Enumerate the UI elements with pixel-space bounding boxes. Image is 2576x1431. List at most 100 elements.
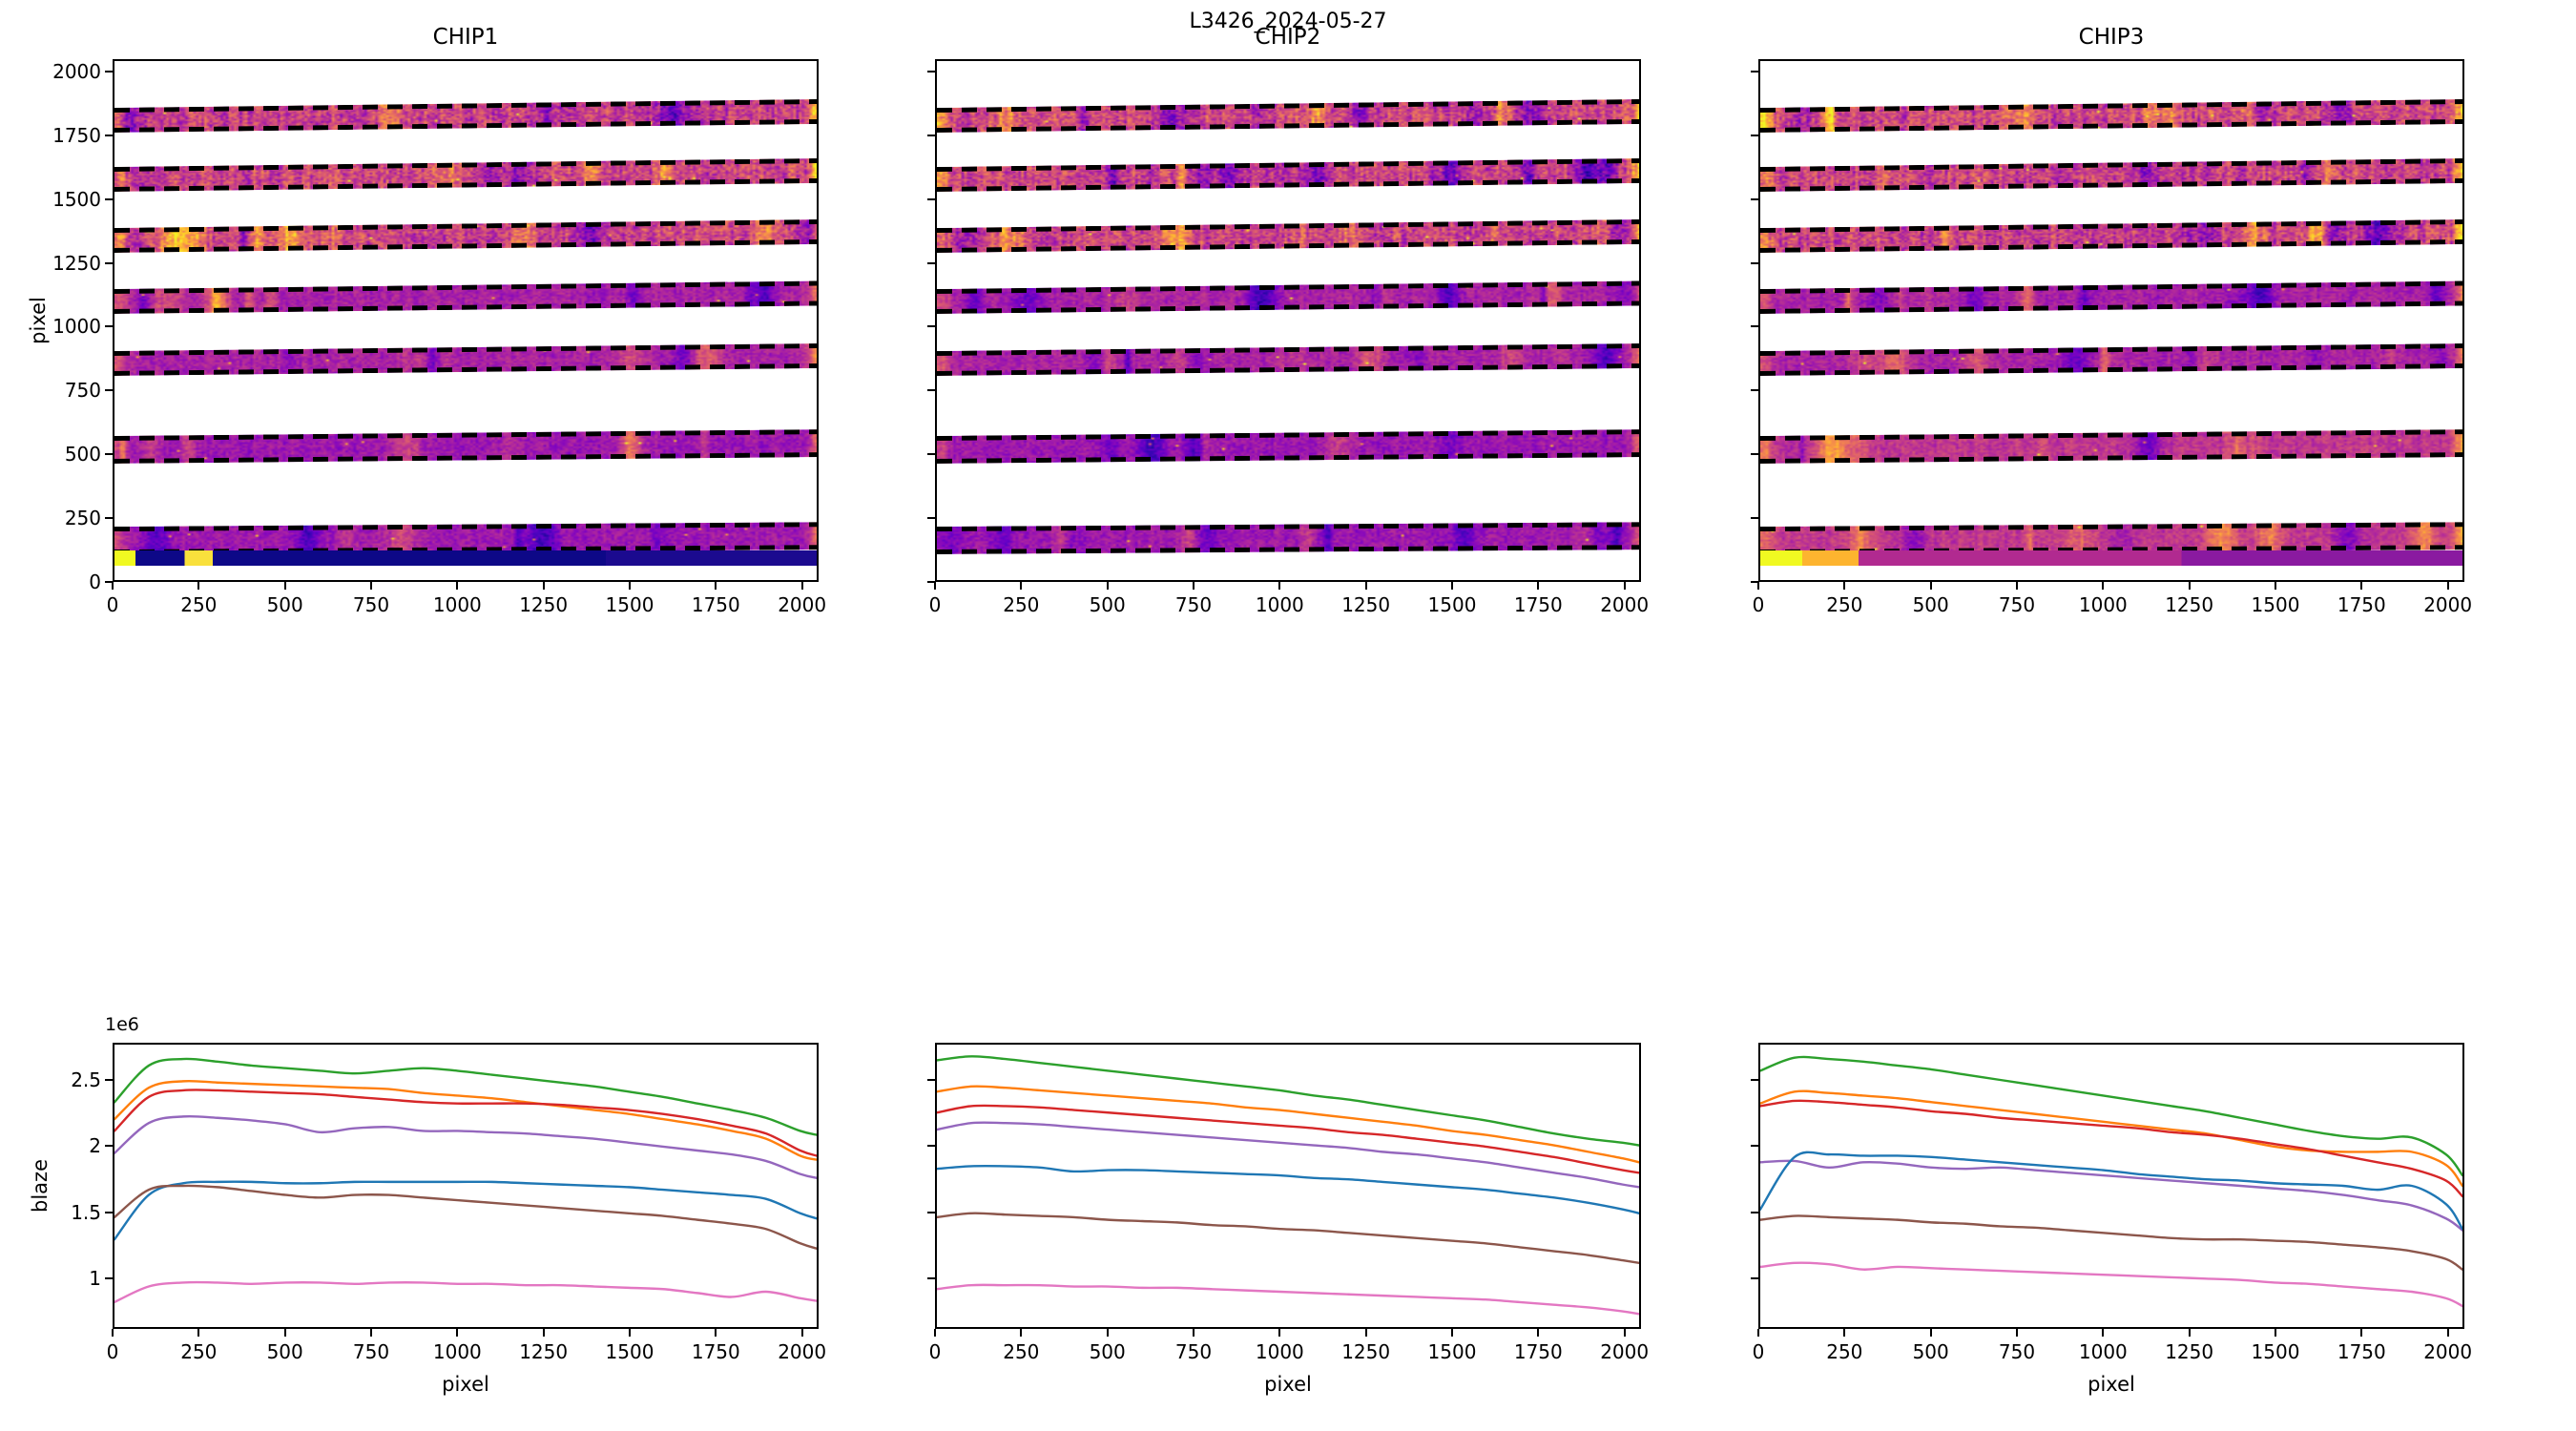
blaze-curve-order_6 xyxy=(114,1186,817,1249)
detector-xtick xyxy=(1843,582,1846,590)
detector-xtick xyxy=(1364,582,1367,590)
blaze-curve-order_1 xyxy=(937,1056,1639,1145)
blaze-xtick-label: 750 xyxy=(352,1340,390,1363)
blaze-curve-order_2 xyxy=(937,1087,1639,1163)
detector-xtick-label: 1000 xyxy=(1255,593,1304,616)
detector-xtick-label: 250 xyxy=(1826,593,1863,616)
blaze-xtick xyxy=(1450,1329,1453,1337)
detector-ytick-label: 2000 xyxy=(52,59,101,83)
detector-xtick xyxy=(369,582,372,590)
detector-xtick xyxy=(2188,582,2191,590)
blaze-xtick-label: 1250 xyxy=(1341,1340,1391,1363)
blaze-xtick xyxy=(800,1329,803,1337)
detector-ytick xyxy=(105,389,113,392)
detector-xtick-label: 500 xyxy=(1912,593,1949,616)
blaze-curve-order_4 xyxy=(937,1123,1639,1188)
detector-xtick-label: 2000 xyxy=(1600,593,1650,616)
detector-ytick xyxy=(1751,517,1758,520)
blaze-ytick-label: 2 xyxy=(89,1134,101,1158)
detector-xtick-label: 0 xyxy=(106,593,119,616)
panel-title-chip1: CHIP1 xyxy=(432,25,499,50)
blaze-curves xyxy=(937,1045,1639,1327)
blaze-curve-order_7 xyxy=(1760,1263,2462,1306)
spectral-order-stripe xyxy=(937,157,1639,192)
spectral-order-stripe xyxy=(1760,157,2462,192)
blaze-plot-axes-chip1 xyxy=(113,1043,819,1329)
blaze-xtick-label: 750 xyxy=(1174,1340,1213,1363)
detector-xtick xyxy=(1450,582,1453,590)
detector-ytick xyxy=(105,261,113,264)
blaze-ytick xyxy=(927,1145,935,1148)
blaze-ytick xyxy=(1751,1078,1758,1081)
blaze-curve-order_2 xyxy=(114,1081,817,1159)
blaze-xtick xyxy=(2102,1329,2105,1337)
blaze-xlabel-chip3: pixel xyxy=(2088,1373,2135,1396)
blaze-xtick xyxy=(283,1329,286,1337)
detector-ytick xyxy=(927,325,935,328)
blaze-curves xyxy=(114,1045,817,1327)
blaze-xtick xyxy=(1364,1329,1367,1337)
detector-ytick xyxy=(1751,261,1758,264)
blaze-ytick xyxy=(927,1078,935,1081)
blaze-curve-order_1 xyxy=(1760,1057,2462,1175)
detector-xtick xyxy=(2015,582,2018,590)
detector-xtick xyxy=(715,582,717,590)
blaze-ytick xyxy=(105,1145,113,1148)
detector-xtick xyxy=(1623,582,1626,590)
detector-ytick xyxy=(1751,134,1758,136)
blaze-xtick xyxy=(1106,1329,1109,1337)
detector-xtick-label: 500 xyxy=(1089,593,1126,616)
detector-ylabel: pixel xyxy=(27,297,50,344)
blaze-ylabel: blaze xyxy=(29,1159,52,1213)
blaze-xlabel-chip1: pixel xyxy=(442,1373,489,1396)
blaze-xtick xyxy=(1757,1329,1759,1337)
detector-image-axes-chip3 xyxy=(1758,59,2464,582)
detector-ytick xyxy=(1751,581,1758,583)
blaze-xtick xyxy=(1020,1329,1023,1337)
detector-xtick-label: 1750 xyxy=(691,593,740,616)
detector-xtick xyxy=(1929,582,1932,590)
figure-suptitle: L3426_2024-05-27 xyxy=(1189,10,1387,33)
detector-ytick xyxy=(927,389,935,392)
detector-bottom-artifact xyxy=(1760,550,2462,567)
blaze-xtick-label: 250 xyxy=(1003,1340,1040,1363)
blaze-ytick xyxy=(1751,1277,1758,1280)
detector-xtick xyxy=(197,582,200,590)
detector-xtick-label: 1000 xyxy=(432,593,482,616)
detector-xtick-label: 750 xyxy=(1174,593,1213,616)
blaze-curve-order_1 xyxy=(114,1059,817,1135)
detector-xtick xyxy=(112,582,114,590)
spectral-order-stripe xyxy=(937,522,1639,555)
blaze-xtick-label: 1250 xyxy=(2165,1340,2214,1363)
blaze-xtick-label: 1250 xyxy=(519,1340,569,1363)
blaze-xtick xyxy=(2446,1329,2449,1337)
detector-image-axes-chip2 xyxy=(935,59,1641,582)
detector-ytick xyxy=(105,70,113,73)
blaze-xtick-label: 1000 xyxy=(2078,1340,2128,1363)
spectral-order-stripe xyxy=(937,98,1639,133)
blaze-xtick xyxy=(369,1329,372,1337)
blaze-xtick-label: 500 xyxy=(266,1340,303,1363)
detector-ytick xyxy=(105,453,113,456)
detector-ytick xyxy=(927,134,935,136)
detector-xtick xyxy=(628,582,631,590)
blaze-xtick-label: 250 xyxy=(1826,1340,1863,1363)
detector-ytick xyxy=(1751,453,1758,456)
detector-ytick xyxy=(105,325,113,328)
detector-ytick xyxy=(1751,70,1758,73)
detector-xtick xyxy=(1020,582,1023,590)
blaze-xtick xyxy=(197,1329,200,1337)
panel-title-chip3: CHIP3 xyxy=(2078,25,2145,50)
blaze-curve-order_2 xyxy=(1760,1091,2462,1186)
blaze-ytick-label: 1 xyxy=(89,1267,101,1291)
detector-ytick xyxy=(927,453,935,456)
blaze-ytick xyxy=(927,1211,935,1213)
blaze-xtick xyxy=(934,1329,936,1337)
detector-xtick-label: 750 xyxy=(1998,593,2036,616)
blaze-ytick xyxy=(105,1277,113,1280)
blaze-plot-axes-chip2 xyxy=(935,1043,1641,1329)
blaze-xtick xyxy=(628,1329,631,1337)
blaze-xtick-label: 1000 xyxy=(432,1340,482,1363)
blaze-xtick-label: 2000 xyxy=(778,1340,827,1363)
detector-ytick-label: 500 xyxy=(64,443,101,467)
